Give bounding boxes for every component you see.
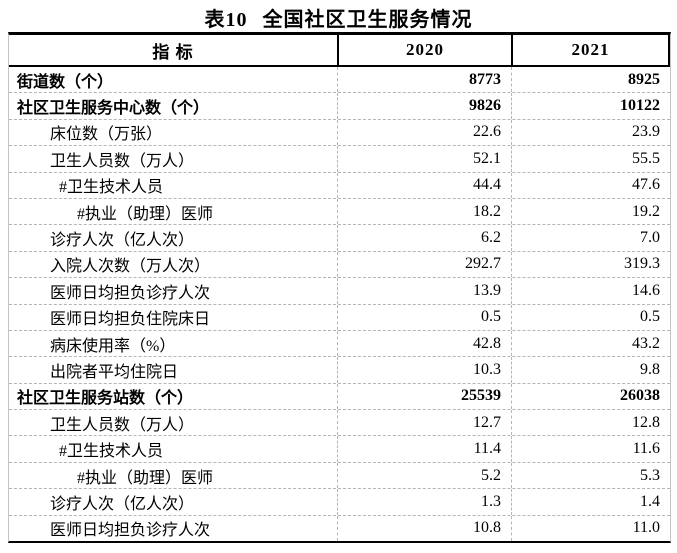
table-title-text: 全国社区卫生服务情况 bbox=[262, 9, 473, 31]
row-label: 医师日均担负诊疗人次 bbox=[50, 522, 211, 540]
value-2021: 1.4 bbox=[511, 489, 670, 515]
row-label: 病床使用率（%） bbox=[50, 337, 176, 355]
row-label: 医师日均担负诊疗人次 bbox=[50, 284, 211, 302]
value-2020: 44.4 bbox=[337, 172, 511, 198]
column-header-2021: 2021 bbox=[511, 35, 670, 65]
value-2021: 12.8 bbox=[511, 410, 670, 436]
row-label: 出院者平均住院日 bbox=[50, 363, 179, 381]
table-row: 卫生人员数（万人） 52.1 55.5 bbox=[9, 146, 670, 173]
row-label: 床位数（万张） bbox=[50, 126, 163, 144]
table-row: 诊疗人次（亿人次） 1.3 1.4 bbox=[9, 489, 670, 516]
value-2021: 0.5 bbox=[511, 304, 670, 330]
value-2021: 5.3 bbox=[511, 462, 670, 489]
value-2020: 11.4 bbox=[337, 436, 511, 462]
row-label: 社区卫生服务站数（个） bbox=[17, 390, 194, 408]
value-2020: 13.9 bbox=[337, 278, 511, 304]
stats-table: 指 标 2020 2021 街道数（个） 8773 8925 社区卫生服务中心数（个）… bbox=[8, 32, 671, 543]
value-2021: 7.0 bbox=[511, 225, 670, 251]
table-row: 入院人次数（万人次） 292.7 319.3 bbox=[9, 251, 670, 279]
table-row: 卫生人员数（万人） 12.7 12.8 bbox=[9, 410, 670, 437]
value-2020: 10.3 bbox=[337, 357, 511, 383]
value-2020: 25539 bbox=[337, 383, 511, 410]
value-2020: 9826 bbox=[337, 93, 511, 119]
column-header-indicator: 指 标 bbox=[152, 42, 194, 62]
table-row: 社区卫生服务中心数（个） 9826 10122 bbox=[9, 93, 670, 120]
table-row: 出院者平均住院日 10.3 9.8 bbox=[9, 357, 670, 384]
value-2020: 292.7 bbox=[337, 251, 511, 278]
row-label: 诊疗人次（亿人次） bbox=[50, 495, 195, 513]
table-row: 医师日均担负诊疗人次 10.8 11.0 bbox=[9, 515, 670, 542]
row-label: #卫生技术人员 bbox=[59, 179, 164, 197]
value-2021: 9.8 bbox=[511, 357, 670, 383]
row-label: 街道数（个） bbox=[17, 73, 114, 91]
table-row: #执业（助理）医师 18.2 19.2 bbox=[9, 198, 670, 226]
table-row: #执业（助理）医师 5.2 5.3 bbox=[9, 462, 670, 490]
value-2021: 55.5 bbox=[511, 146, 670, 172]
table-row: 社区卫生服务站数（个） 25539 26038 bbox=[9, 383, 670, 411]
row-label: 入院人次数（万人次） bbox=[50, 258, 211, 276]
table-row: #卫生技术人员 44.4 47.6 bbox=[9, 172, 670, 199]
column-header-2020: 2020 bbox=[337, 35, 511, 65]
table-row: 医师日均担负诊疗人次 13.9 14.6 bbox=[9, 278, 670, 305]
value-2020: 0.5 bbox=[337, 304, 511, 330]
value-2020: 10.8 bbox=[337, 515, 511, 542]
table-title-number: 表10 bbox=[204, 9, 248, 31]
table-title: 表10 全国社区卫生服务情况 bbox=[0, 3, 677, 32]
table-row: 街道数（个） 8773 8925 bbox=[9, 67, 670, 94]
value-2021: 47.6 bbox=[511, 172, 670, 198]
row-label: 医师日均担负住院床日 bbox=[50, 311, 211, 329]
value-2020: 22.6 bbox=[337, 119, 511, 146]
value-2021: 11.6 bbox=[511, 436, 670, 462]
value-2020: 5.2 bbox=[337, 462, 511, 489]
row-label: 卫生人员数（万人） bbox=[50, 416, 195, 434]
value-2020: 12.7 bbox=[337, 410, 511, 436]
row-label: #执业（助理）医师 bbox=[77, 205, 214, 223]
row-label: 社区卫生服务中心数（个） bbox=[17, 100, 210, 118]
table-row: #卫生技术人员 11.4 11.6 bbox=[9, 436, 670, 463]
table-header-row: 指 标 2020 2021 bbox=[9, 35, 670, 67]
value-2020: 6.2 bbox=[337, 225, 511, 251]
value-2021: 8925 bbox=[511, 67, 670, 93]
row-label: #执业（助理）医师 bbox=[77, 469, 214, 487]
value-2020: 18.2 bbox=[337, 198, 511, 225]
value-2020: 1.3 bbox=[337, 489, 511, 515]
value-2021: 26038 bbox=[511, 383, 670, 410]
row-label: 诊疗人次（亿人次） bbox=[50, 232, 195, 250]
table-row: 床位数（万张） 22.6 23.9 bbox=[9, 119, 670, 147]
value-2021: 319.3 bbox=[511, 251, 670, 278]
value-2021: 11.0 bbox=[511, 515, 670, 542]
value-2020: 52.1 bbox=[337, 146, 511, 172]
table-row: 病床使用率（%） 42.8 43.2 bbox=[9, 330, 670, 358]
row-label: 卫生人员数（万人） bbox=[50, 152, 195, 170]
table-row: 诊疗人次（亿人次） 6.2 7.0 bbox=[9, 225, 670, 252]
table-row: 医师日均担负住院床日 0.5 0.5 bbox=[9, 304, 670, 331]
value-2020: 42.8 bbox=[337, 330, 511, 357]
value-2021: 23.9 bbox=[511, 119, 670, 146]
row-label: #卫生技术人员 bbox=[59, 443, 164, 461]
value-2021: 19.2 bbox=[511, 198, 670, 225]
value-2021: 14.6 bbox=[511, 278, 670, 304]
table-body: 街道数（个） 8773 8925 社区卫生服务中心数（个） 9826 10122 床位数（万… bbox=[9, 67, 670, 542]
value-2020: 8773 bbox=[337, 67, 511, 93]
value-2021: 43.2 bbox=[511, 330, 670, 357]
value-2021: 10122 bbox=[511, 93, 670, 119]
